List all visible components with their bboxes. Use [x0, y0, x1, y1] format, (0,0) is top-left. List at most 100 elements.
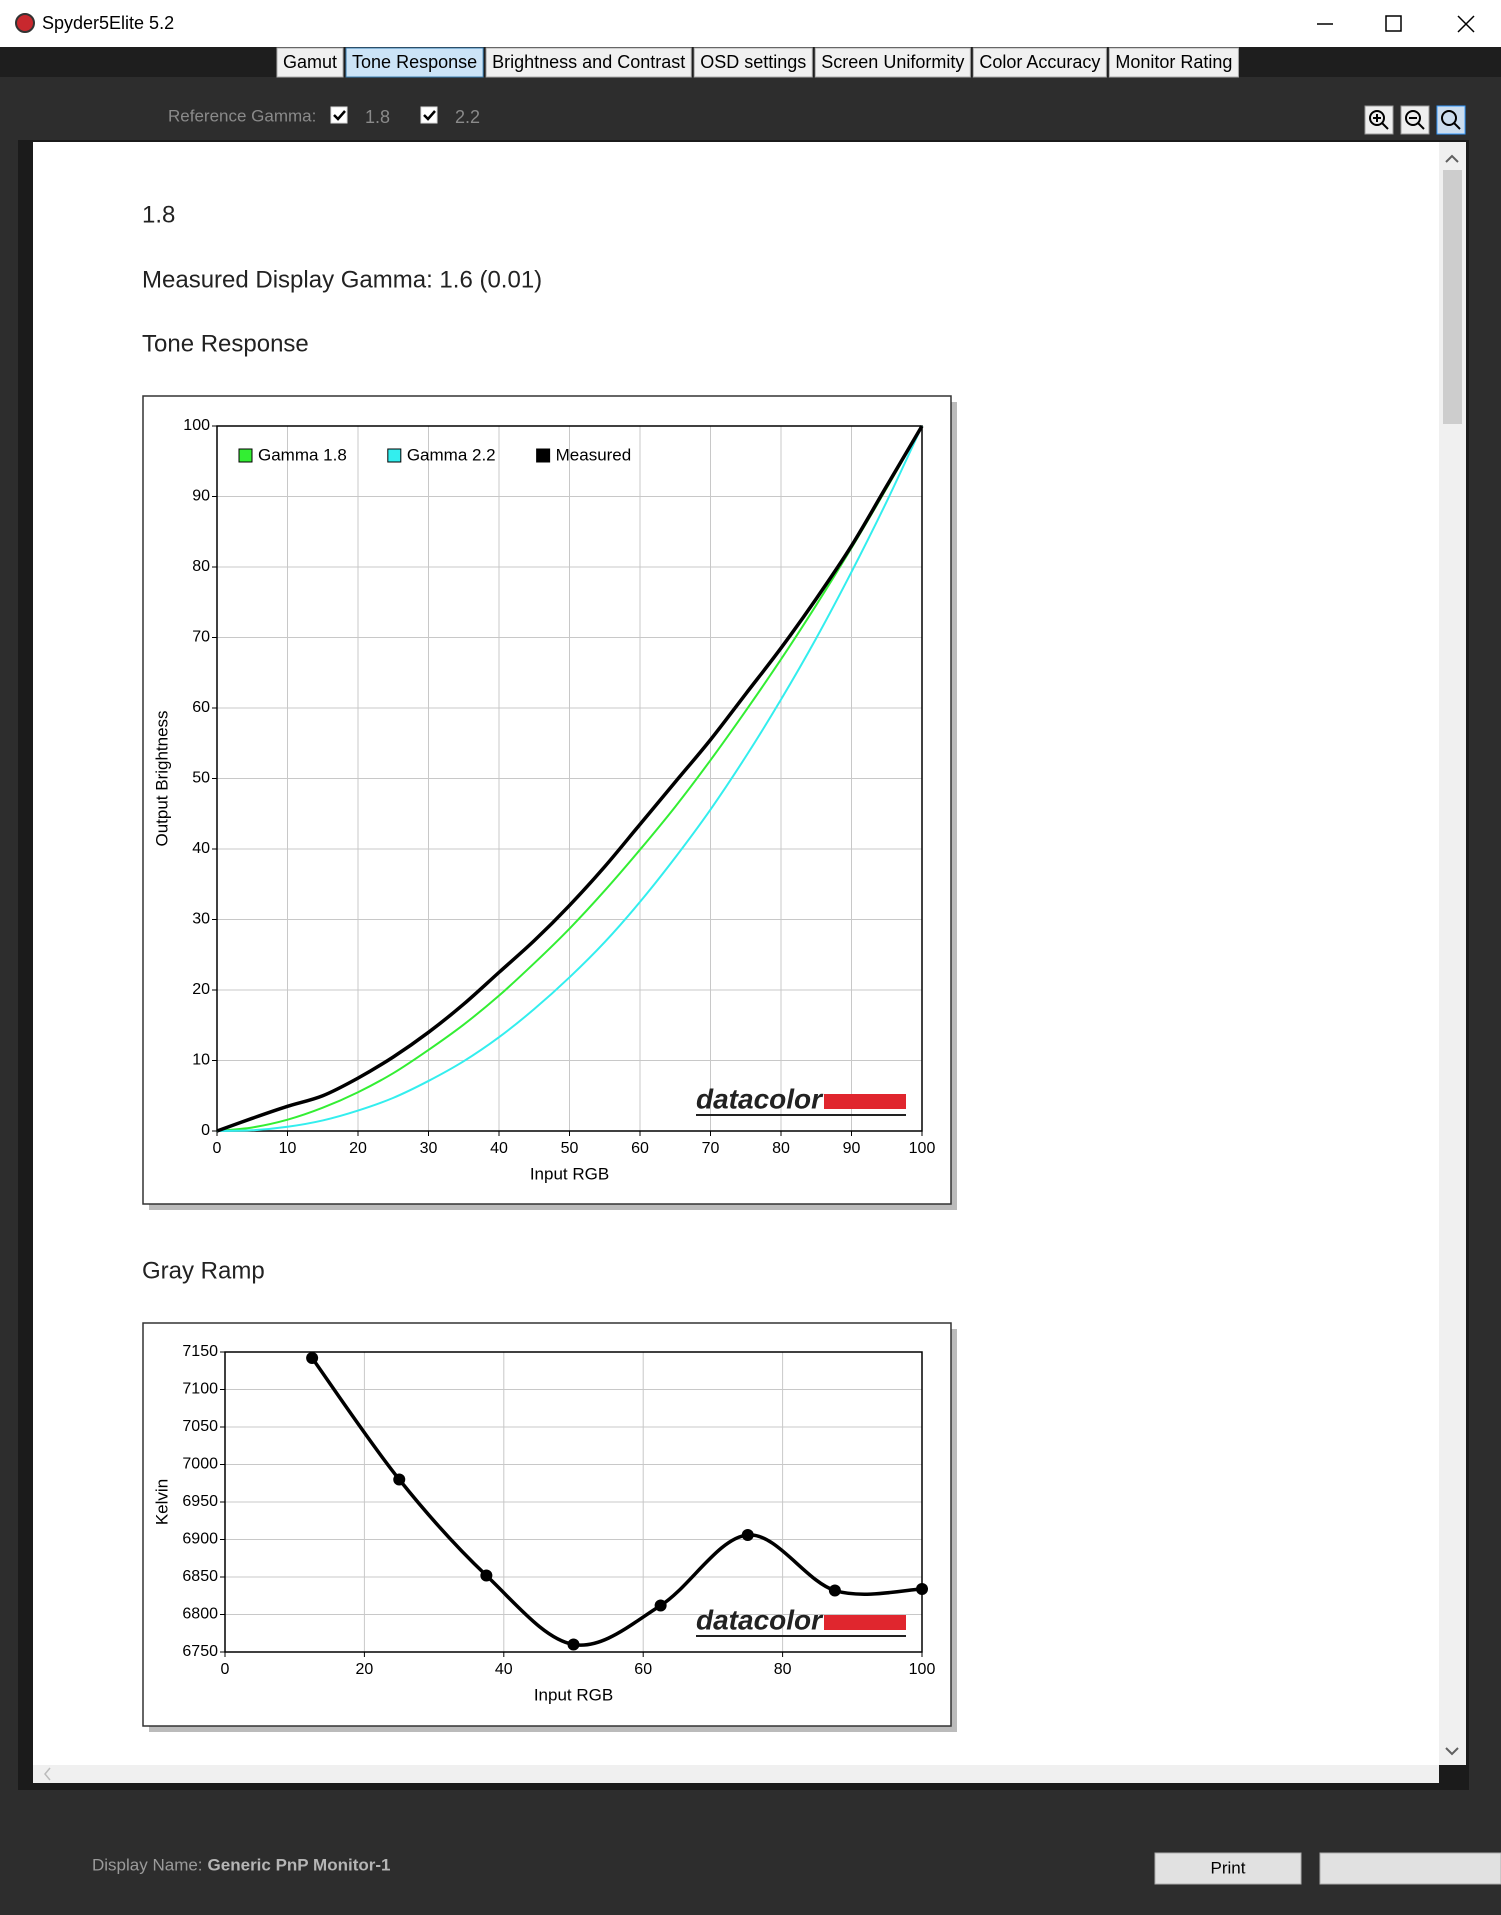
gamma-option-label: 2.2	[455, 107, 480, 127]
gamma-option-label: 1.8	[365, 107, 390, 127]
scroll-arrow-left[interactable]	[44, 1767, 51, 1781]
window-title: Spyder5Elite 5.2	[42, 13, 174, 33]
x-tick-label: 20	[349, 1140, 367, 1157]
measured-gamma: Measured Display Gamma: 1.6 (0.01)	[142, 266, 542, 293]
chart: 0 10 20 30 40 50 60 70 80 90 100 0 10 20 30 40 50 60 70 80 9…	[152, 417, 935, 1183]
legend-label: Measured	[556, 445, 632, 464]
legend-swatch	[536, 448, 551, 463]
checkbox[interactable]	[330, 106, 348, 124]
tabs: Gamut Tone Response Brightness and Contras…	[276, 47, 1239, 78]
data-point	[393, 1473, 406, 1486]
display-name-label: Display Name:	[92, 1855, 203, 1874]
x-tick-label: 70	[702, 1140, 720, 1157]
tab[interactable]	[276, 47, 344, 78]
section-title: Gray Ramp	[142, 1257, 265, 1284]
x-tick-label: 80	[774, 1661, 792, 1678]
y-tick-label: 60	[192, 699, 210, 716]
y-tick-label: 10	[192, 1052, 210, 1069]
tab[interactable]	[693, 47, 813, 78]
maximize-button[interactable]	[1385, 15, 1402, 32]
x-tick-label: 40	[490, 1140, 508, 1157]
tab-label: OSD settings	[700, 52, 806, 72]
series-line	[216, 425, 924, 1133]
chart-frame	[142, 1322, 952, 1727]
y-tick-label: 7050	[182, 1418, 218, 1435]
y-tick-label: 6800	[182, 1606, 218, 1623]
gamma-options: 1.8 2.2	[330, 106, 480, 127]
x-tick-label: 90	[843, 1140, 861, 1157]
y-tick-label: 20	[192, 981, 210, 998]
x-tick-label: 30	[420, 1140, 438, 1157]
checkmark	[423, 110, 436, 121]
plot-area	[224, 1351, 923, 1653]
x-tick-label: 20	[356, 1661, 374, 1678]
report-heading: 1.8	[142, 201, 175, 228]
data-point	[306, 1352, 319, 1364]
x-tick-label: 0	[221, 1661, 230, 1678]
y-axis-label: Output Brightness	[152, 710, 171, 846]
legend-swatch	[238, 448, 253, 463]
zoom-fit-icon	[1441, 110, 1457, 126]
print-label: Print	[1211, 1858, 1246, 1877]
title-bar	[0, 0, 1501, 47]
y-tick-label: 7000	[182, 1456, 218, 1473]
chart-frame	[142, 395, 952, 1205]
x-axis-label: Input RGB	[530, 1164, 609, 1183]
reference-gamma-label: Reference Gamma:	[168, 106, 316, 125]
y-tick-label: 40	[192, 840, 210, 857]
data-point	[480, 1569, 493, 1582]
y-tick-label: 6900	[182, 1531, 218, 1548]
data-point	[654, 1599, 667, 1612]
x-tick-label: 100	[909, 1661, 936, 1678]
legend-label: Gamma 2.2	[407, 445, 496, 464]
zoom-in-icon	[1373, 114, 1389, 130]
tab-label: Brightness and Contrast	[492, 52, 685, 72]
x-tick-label: 0	[213, 1140, 222, 1157]
tab-label: Screen Uniformity	[821, 52, 964, 72]
plot-area	[216, 425, 923, 1132]
checkbox[interactable]	[420, 106, 438, 124]
data-point	[916, 1583, 928, 1595]
y-tick-label: 70	[192, 629, 210, 646]
print-button[interactable]	[1154, 1852, 1302, 1885]
zoom-in-button[interactable]	[1364, 105, 1394, 135]
zoom-fit-button[interactable]	[1436, 105, 1466, 135]
x-tick-label: 60	[631, 1140, 649, 1157]
tab[interactable]	[345, 47, 484, 78]
data-point	[828, 1584, 841, 1597]
series-line	[216, 425, 923, 1132]
zoom-in-icon	[1369, 110, 1385, 126]
horizontal-scrollbar[interactable]	[33, 1765, 1439, 1783]
zoom-out-icon	[1409, 117, 1425, 130]
series-line	[216, 425, 923, 1132]
watermark-bar	[824, 1094, 906, 1109]
tab[interactable]	[814, 47, 971, 78]
close-button[interactable]	[1457, 15, 1475, 33]
x-tick-label: 50	[561, 1140, 579, 1157]
legend-swatch	[387, 448, 402, 463]
x-tick-label: 60	[634, 1661, 652, 1678]
watermark-bar	[824, 1615, 906, 1630]
y-tick-label: 6950	[182, 1493, 218, 1510]
section-title: Tone Response	[142, 330, 309, 357]
y-tick-label: 100	[183, 417, 210, 434]
tab[interactable]	[972, 47, 1107, 78]
x-tick-label: 40	[495, 1661, 513, 1678]
tab[interactable]	[485, 47, 692, 78]
data-point	[567, 1638, 580, 1651]
y-tick-label: 6750	[182, 1643, 218, 1660]
x-tick-label: 80	[772, 1140, 790, 1157]
y-tick-label: 6850	[182, 1568, 218, 1585]
scroll-arrows[interactable]	[1445, 154, 1459, 1756]
zoom-out-button[interactable]	[1400, 105, 1430, 135]
x-tick-label: 10	[279, 1140, 297, 1157]
data-point	[741, 1529, 754, 1541]
tab-label: Monitor Rating	[1115, 52, 1232, 72]
secondary-button[interactable]	[1319, 1852, 1501, 1885]
x-tick-label: 100	[909, 1140, 936, 1157]
tab-label: Tone Response	[352, 52, 477, 72]
y-tick-label: 90	[192, 488, 210, 505]
scroll-thumb[interactable]	[1443, 170, 1462, 424]
tab[interactable]	[1108, 47, 1239, 78]
